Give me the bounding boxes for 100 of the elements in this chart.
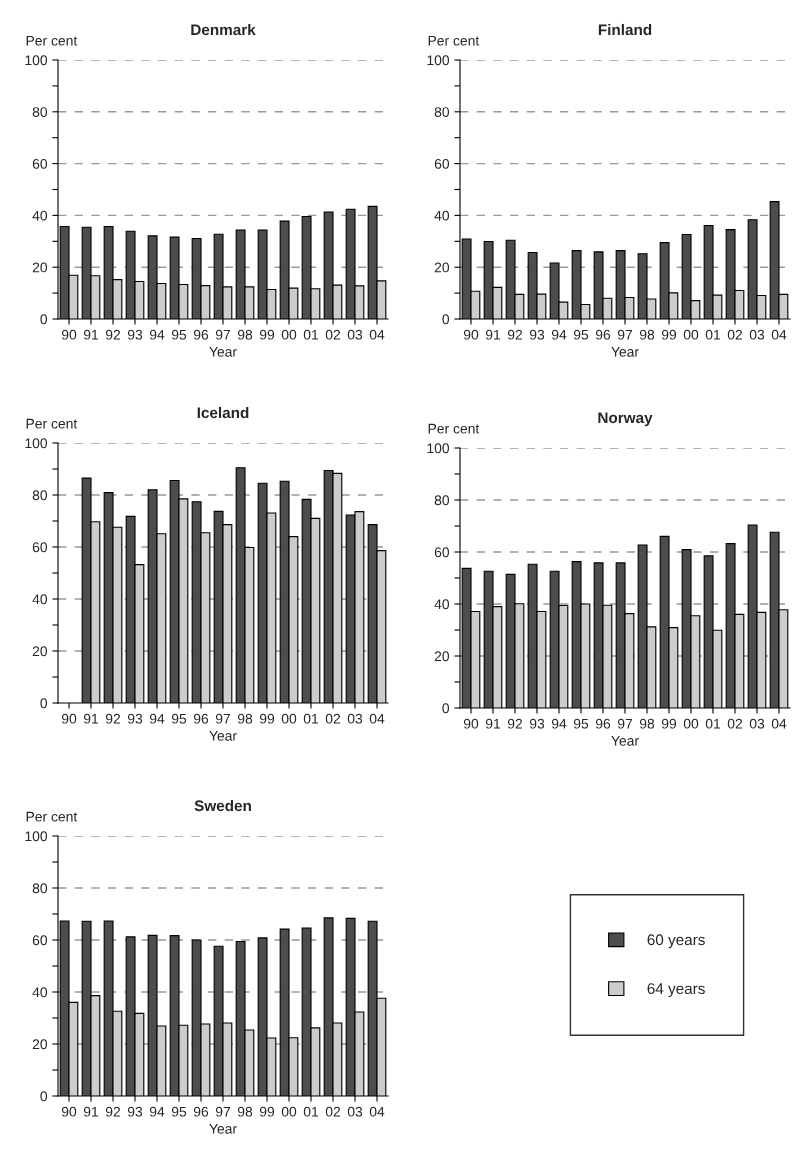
x-tick-label: 96 bbox=[193, 329, 209, 340]
chart-title: Denmark bbox=[191, 23, 256, 36]
x-tick-label: 99 bbox=[259, 329, 275, 340]
y-tick-label: 80 bbox=[434, 495, 450, 506]
x-tick-label: 97 bbox=[215, 1106, 231, 1117]
x-tick-label: 98 bbox=[237, 329, 253, 340]
legend-label: 60 years bbox=[647, 934, 705, 949]
y-tick-label: 0 bbox=[40, 1091, 48, 1102]
x-tick-label: 97 bbox=[215, 329, 231, 340]
y-tick-label: 40 bbox=[434, 210, 450, 221]
x-tick-label: 97 bbox=[617, 718, 633, 729]
chart-title: Finland bbox=[598, 23, 652, 36]
x-tick-label: 99 bbox=[259, 1106, 275, 1117]
y-tick-label: 20 bbox=[32, 262, 48, 273]
x-tick-label: 03 bbox=[347, 1106, 363, 1117]
x-tick-label: 92 bbox=[105, 713, 121, 724]
x-tick-label: 95 bbox=[171, 1106, 187, 1117]
x-tick-label: 02 bbox=[727, 329, 743, 340]
x-tick-label: 94 bbox=[551, 329, 567, 340]
x-tick-label: 93 bbox=[529, 718, 545, 729]
x-tick-label: 02 bbox=[325, 1106, 341, 1117]
x-tick-label: 03 bbox=[347, 713, 363, 724]
y-tick-label: 60 bbox=[32, 935, 48, 946]
x-tick-label: 03 bbox=[347, 329, 363, 340]
x-tick-label: 04 bbox=[771, 718, 787, 729]
x-tick-label: 03 bbox=[749, 329, 765, 340]
x-tick-label: 96 bbox=[193, 1106, 209, 1117]
x-tick-label: 93 bbox=[127, 329, 143, 340]
x-tick-label: 01 bbox=[705, 329, 721, 340]
x-tick-label: 04 bbox=[369, 713, 385, 724]
x-tick-label: 04 bbox=[369, 1106, 385, 1117]
y-tick-label: 40 bbox=[434, 599, 450, 610]
y-axis-title: Per cent bbox=[26, 35, 78, 46]
x-axis-title: Year bbox=[209, 347, 237, 357]
x-tick-label: 95 bbox=[171, 713, 187, 724]
y-axis-title: Per cent bbox=[26, 418, 78, 429]
y-axis-title: Per cent bbox=[428, 423, 480, 434]
y-tick-label: 100 bbox=[427, 55, 450, 66]
x-tick-label: 00 bbox=[281, 1106, 297, 1117]
y-tick-label: 20 bbox=[32, 1039, 48, 1050]
chart-title: Norway bbox=[598, 412, 653, 427]
x-tick-label: 90 bbox=[61, 329, 77, 340]
y-tick-label: 80 bbox=[32, 107, 48, 117]
x-tick-label: 98 bbox=[237, 713, 253, 724]
y-tick-label: 60 bbox=[32, 542, 48, 553]
x-axis-title: Year bbox=[209, 731, 237, 741]
x-tick-label: 02 bbox=[325, 329, 341, 340]
y-tick-label: 60 bbox=[434, 158, 450, 169]
chart-title: Sweden bbox=[194, 799, 251, 812]
x-tick-label: 95 bbox=[573, 329, 589, 340]
y-tick-label: 100 bbox=[427, 443, 450, 454]
x-tick-label: 98 bbox=[639, 718, 655, 729]
x-tick-label: 99 bbox=[661, 718, 677, 729]
x-tick-label: 92 bbox=[507, 329, 523, 340]
x-tick-label: 90 bbox=[463, 718, 479, 729]
x-tick-label: 04 bbox=[771, 329, 787, 340]
x-tick-label: 93 bbox=[127, 713, 143, 724]
x-tick-label: 93 bbox=[127, 1106, 143, 1117]
x-tick-label: 00 bbox=[683, 718, 699, 729]
x-tick-label: 94 bbox=[551, 718, 567, 729]
y-tick-label: 60 bbox=[434, 547, 450, 558]
x-tick-label: 99 bbox=[259, 713, 275, 724]
x-tick-label: 96 bbox=[193, 713, 209, 724]
x-tick-label: 98 bbox=[237, 1106, 253, 1117]
y-tick-label: 40 bbox=[32, 987, 48, 998]
y-tick-label: 20 bbox=[32, 646, 48, 657]
x-tick-label: 97 bbox=[617, 329, 633, 340]
x-tick-label: 01 bbox=[303, 329, 319, 340]
x-tick-label: 98 bbox=[639, 329, 655, 340]
x-axis-title: Year bbox=[611, 347, 639, 357]
y-tick-label: 20 bbox=[434, 262, 450, 273]
x-tick-label: 01 bbox=[303, 713, 319, 724]
x-tick-label: 96 bbox=[595, 329, 611, 340]
x-tick-label: 92 bbox=[105, 329, 121, 340]
x-tick-label: 01 bbox=[303, 1106, 319, 1117]
x-tick-label: 92 bbox=[105, 1106, 121, 1117]
y-tick-label: 20 bbox=[434, 651, 450, 662]
y-axis-title: Per cent bbox=[428, 35, 480, 46]
x-tick-label: 95 bbox=[573, 718, 589, 729]
x-tick-label: 00 bbox=[281, 713, 297, 724]
y-tick-label: 100 bbox=[25, 55, 48, 66]
x-tick-label: 02 bbox=[325, 713, 341, 724]
x-tick-label: 99 bbox=[661, 329, 677, 340]
x-tick-label: 94 bbox=[149, 1106, 165, 1117]
y-tick-label: 0 bbox=[442, 314, 450, 325]
x-tick-label: 94 bbox=[149, 329, 165, 340]
x-tick-label: 91 bbox=[485, 329, 501, 340]
x-tick-label: 91 bbox=[485, 718, 501, 729]
x-tick-label: 95 bbox=[171, 329, 187, 340]
x-axis-title: Year bbox=[209, 1124, 237, 1134]
y-tick-label: 60 bbox=[32, 158, 48, 169]
x-axis-title: Year bbox=[611, 736, 639, 746]
x-tick-label: 90 bbox=[61, 1106, 77, 1117]
x-tick-label: 91 bbox=[83, 1106, 99, 1117]
y-tick-label: 80 bbox=[32, 490, 48, 501]
x-tick-label: 04 bbox=[369, 329, 385, 340]
x-tick-label: 97 bbox=[215, 713, 231, 724]
y-tick-label: 0 bbox=[40, 314, 48, 325]
y-tick-label: 0 bbox=[40, 698, 48, 709]
y-axis-title: Per cent bbox=[26, 811, 78, 822]
